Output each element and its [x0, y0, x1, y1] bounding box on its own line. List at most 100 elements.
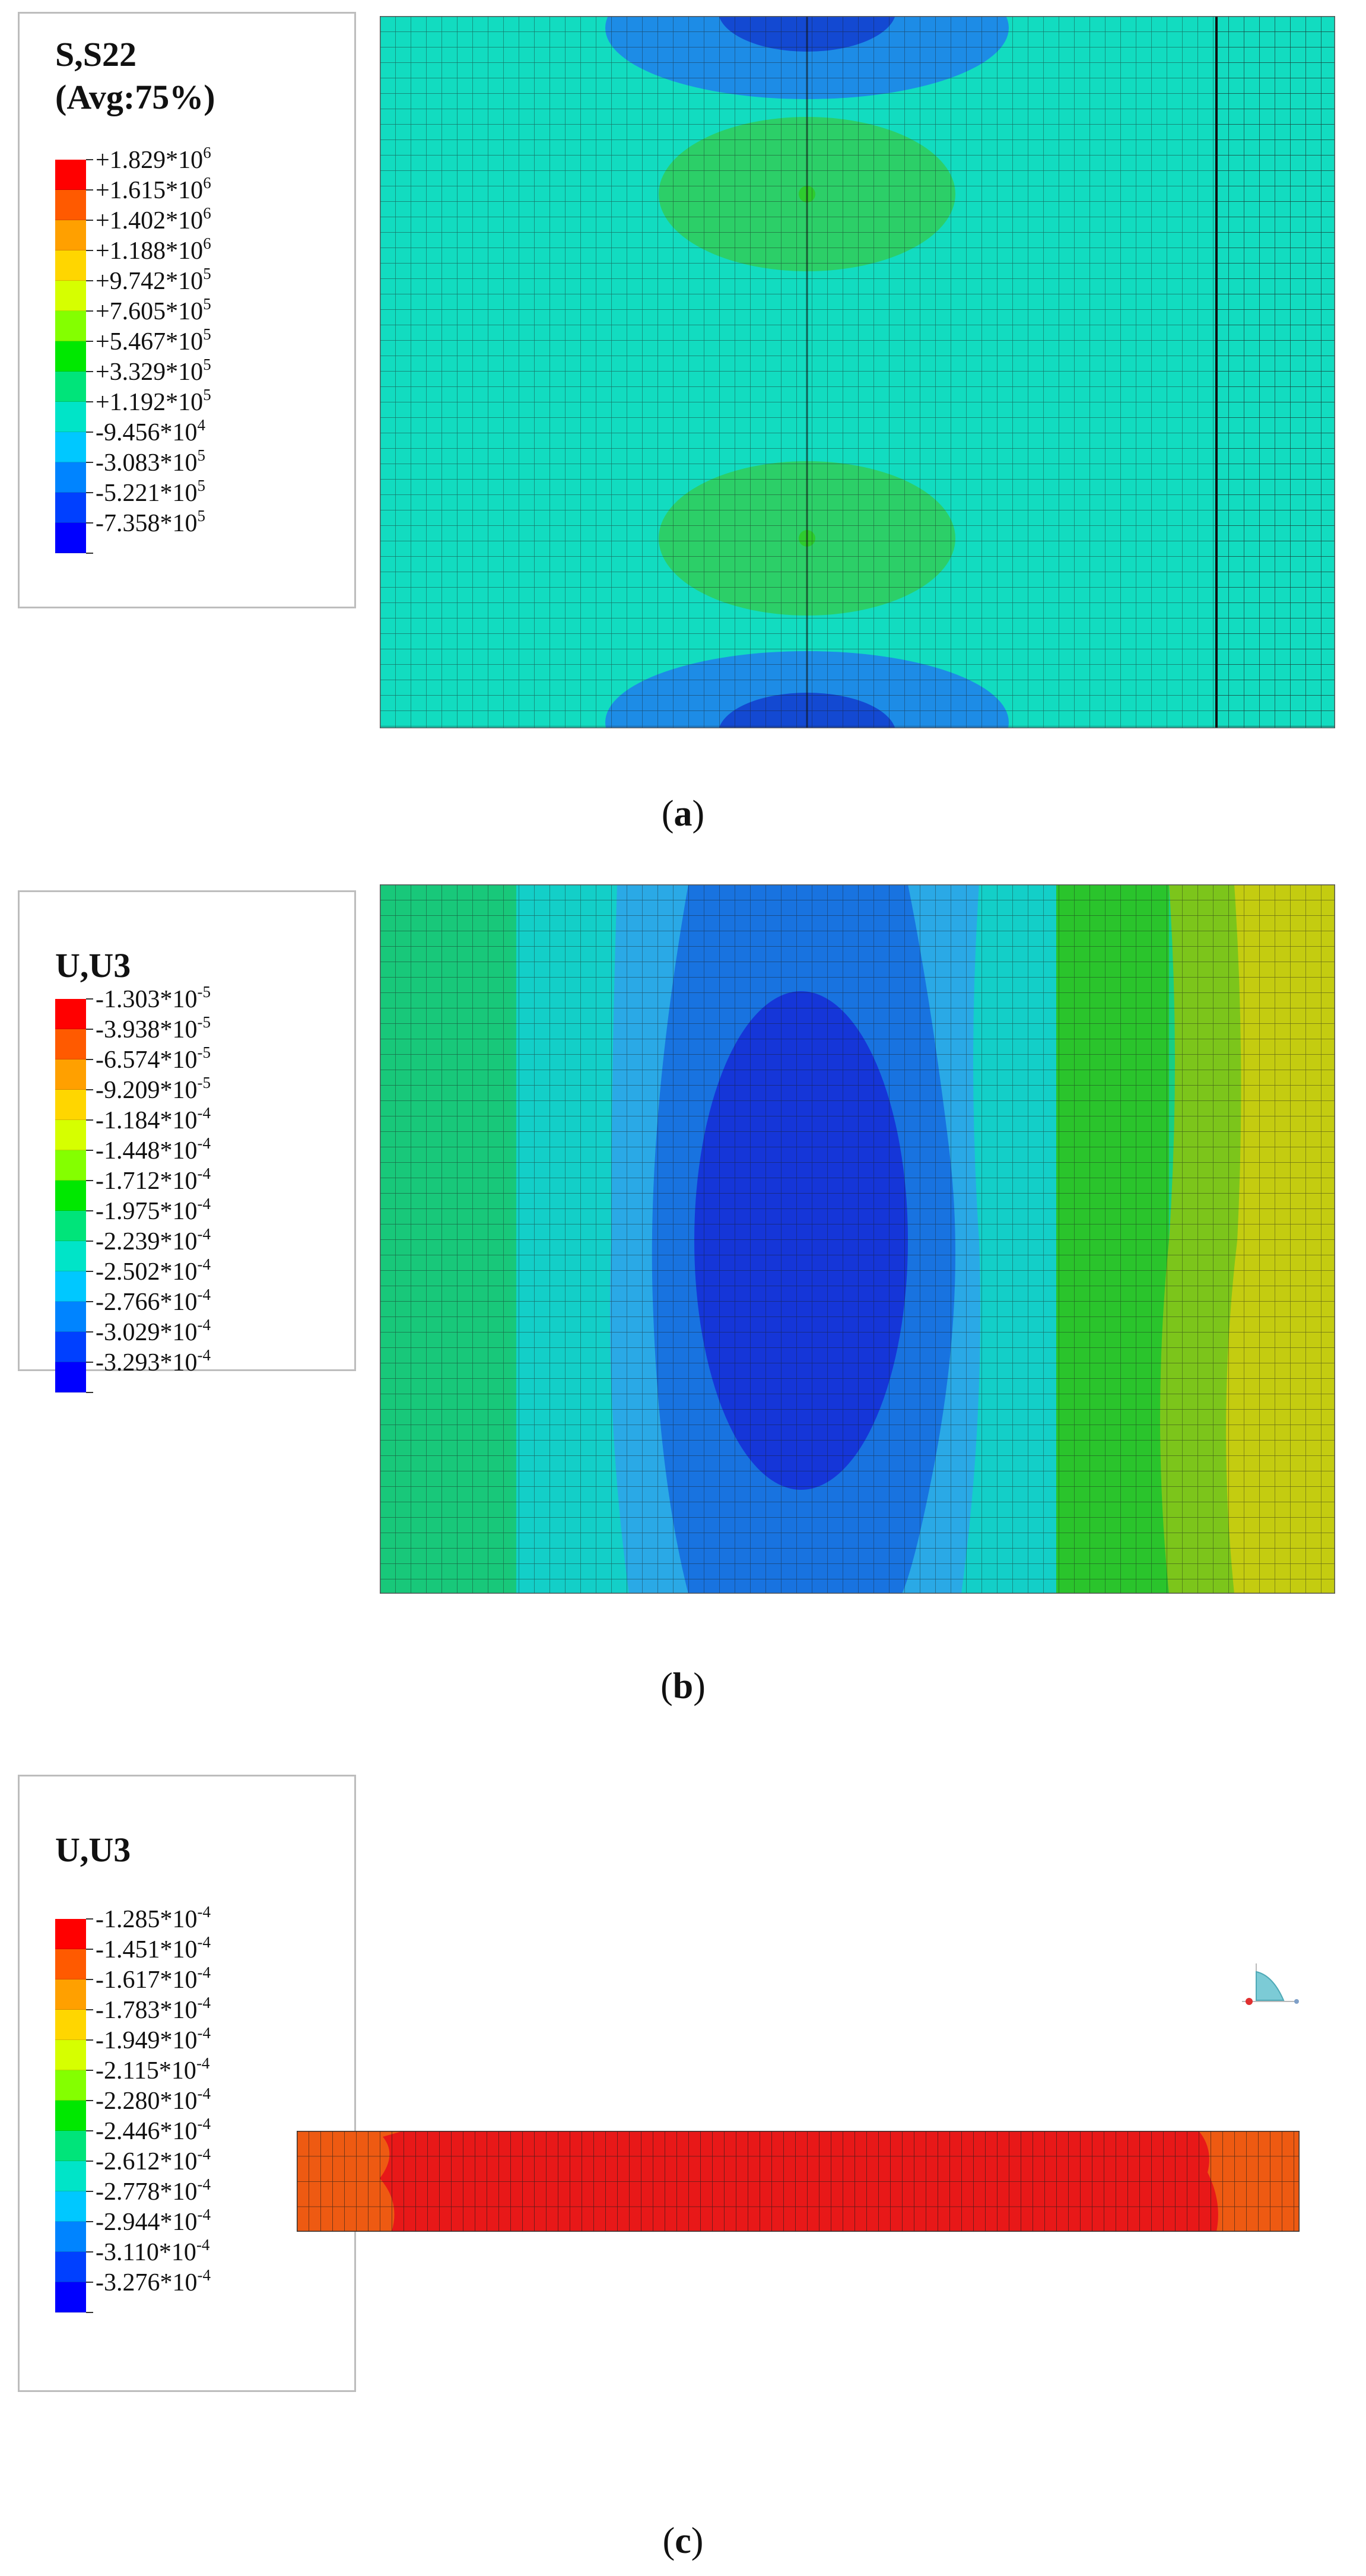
legend-swatch [55, 1979, 86, 2010]
legend-value-label: -3.293*10-4 [96, 1347, 211, 1376]
legend-value-label: -1.184*10-4 [96, 1105, 211, 1134]
legend-value-label: -6.574*10-5 [96, 1045, 211, 1073]
legend-value-exponent: 5 [203, 386, 211, 404]
legend-tick [86, 1331, 93, 1333]
legend-tick [86, 1979, 93, 1980]
legend-value-label: -3.276*10-4 [96, 2267, 211, 2296]
legend-swatch [55, 1090, 86, 1120]
caption-b-letter: b [672, 1666, 694, 1706]
legend-value-mantissa: -7.358*10 [96, 510, 198, 537]
legend-tick [86, 492, 93, 493]
legend-value-exponent: 6 [203, 204, 211, 222]
caption-a-close: ) [692, 794, 705, 834]
caption-c: (c) [0, 2523, 1366, 2559]
legend-value-mantissa: -9.209*10 [96, 1077, 198, 1104]
legend-value-label: -3.029*10-4 [96, 1317, 211, 1346]
legend-swatch [55, 190, 86, 220]
legend-tick [86, 2009, 93, 2010]
legend-swatch [55, 402, 86, 432]
legend-b: U,U3 -1.303*10-5 -3.938*10-5 -6.574*10-5 -9… [18, 890, 356, 1393]
legend-value-exponent: -4 [197, 1933, 211, 1951]
legend-value-label: -3.938*10-5 [96, 1014, 211, 1043]
legend-value-exponent: -5 [197, 983, 211, 1001]
legend-value-exponent: -4 [197, 1346, 211, 1364]
legend-tick [86, 2221, 93, 2222]
legend-a: S,S22 (Avg:75%) +1.829*106 +1.615*106 +1.4… [18, 12, 356, 608]
legend-tick [86, 2161, 93, 2162]
legend-tick [86, 250, 93, 251]
legend-value-mantissa: -1.975*10 [96, 1198, 198, 1225]
legend-value-mantissa: -3.110*10 [96, 2239, 196, 2266]
legend-value-exponent: -4 [197, 1994, 211, 2012]
legend-value-label: -2.239*10-4 [96, 1226, 211, 1255]
legend-value-mantissa: +9.742*10 [96, 268, 204, 295]
legend-swatch [55, 1150, 86, 1181]
caption-a-open: ( [661, 794, 674, 834]
legend-tick [86, 2191, 93, 2192]
legend-swatch [55, 220, 86, 250]
caption-c-close: ) [691, 2521, 704, 2561]
legend-value-exponent: -4 [197, 1134, 211, 1152]
contour-plot-a [380, 16, 1335, 728]
legend-tick [86, 1241, 93, 1242]
legend-value-mantissa: -1.285*10 [96, 1906, 198, 1933]
legend-value-label: -1.451*10-4 [96, 1934, 211, 1963]
legend-swatch [55, 1241, 86, 1271]
legend-value-exponent: -4 [197, 1903, 211, 1921]
legend-tick [86, 1119, 93, 1121]
legend-tick [86, 1180, 93, 1181]
legend-swatch [55, 160, 86, 190]
legend-tick [86, 1271, 93, 1272]
legend-swatch [55, 1271, 86, 1302]
legend-swatch [55, 1949, 86, 1979]
contour-plot-b [380, 884, 1335, 1594]
legend-swatch [55, 1120, 86, 1150]
caption-a: (a) [0, 795, 1366, 832]
legend-value-exponent: -4 [197, 2266, 211, 2284]
legend-value-exponent: -4 [197, 1195, 211, 1213]
legend-value-mantissa: +1.188*10 [96, 237, 204, 265]
legend-value-label: -1.783*10-4 [96, 1995, 211, 2023]
legend-tick [86, 2039, 93, 2041]
legend-tick [86, 2130, 93, 2131]
legend-swatch [55, 372, 86, 402]
legend-tick [86, 341, 93, 342]
legend-swatch [55, 2070, 86, 2101]
legend-swatch [55, 1362, 86, 1392]
legend-tick [86, 159, 93, 160]
legend-value-mantissa: +7.605*10 [96, 298, 204, 325]
legend-value-mantissa: +1.829*10 [96, 147, 204, 174]
legend-value-mantissa: -2.778*10 [96, 2178, 198, 2206]
legend-tick [86, 1949, 93, 1950]
legend-swatch [55, 1181, 86, 1211]
caption-c-letter: c [675, 2521, 691, 2561]
legend-tick [86, 2251, 93, 2253]
legend-value-mantissa: +5.467*10 [96, 328, 204, 356]
legend-swatch [55, 462, 86, 493]
legend-a-title-1: S,S22 [55, 35, 137, 74]
legend-swatch [55, 432, 86, 462]
legend-value-label: +3.329*105 [96, 357, 211, 385]
legend-value-exponent: 5 [203, 295, 211, 313]
legend-value-label: +5.467*105 [96, 326, 211, 356]
legend-tick [86, 2282, 93, 2283]
legend-value-label: -1.975*10-4 [96, 1196, 211, 1225]
legend-swatch [55, 2252, 86, 2282]
legend-value-mantissa: -2.239*10 [96, 1228, 198, 1255]
legend-swatch [55, 2101, 86, 2131]
legend-value-label: +1.188*106 [96, 236, 211, 265]
legend-value-exponent: -4 [197, 1255, 211, 1273]
legend-value-mantissa: +1.615*10 [96, 177, 204, 204]
caption-b: (b) [0, 1668, 1366, 1705]
legend-swatch [55, 1332, 86, 1362]
legend-value-label: +1.402*106 [96, 205, 211, 234]
legend-tick [86, 1210, 93, 1211]
legend-value-label: -2.280*10-4 [96, 2086, 211, 2114]
legend-value-mantissa: +1.192*10 [96, 389, 204, 416]
legend-tick [86, 1150, 93, 1151]
caption-b-close: ) [693, 1666, 706, 1706]
legend-value-mantissa: -1.451*10 [96, 1936, 198, 1963]
legend-swatch [55, 1302, 86, 1332]
legend-tick [86, 998, 93, 1000]
legend-value-exponent: -5 [197, 1013, 211, 1031]
